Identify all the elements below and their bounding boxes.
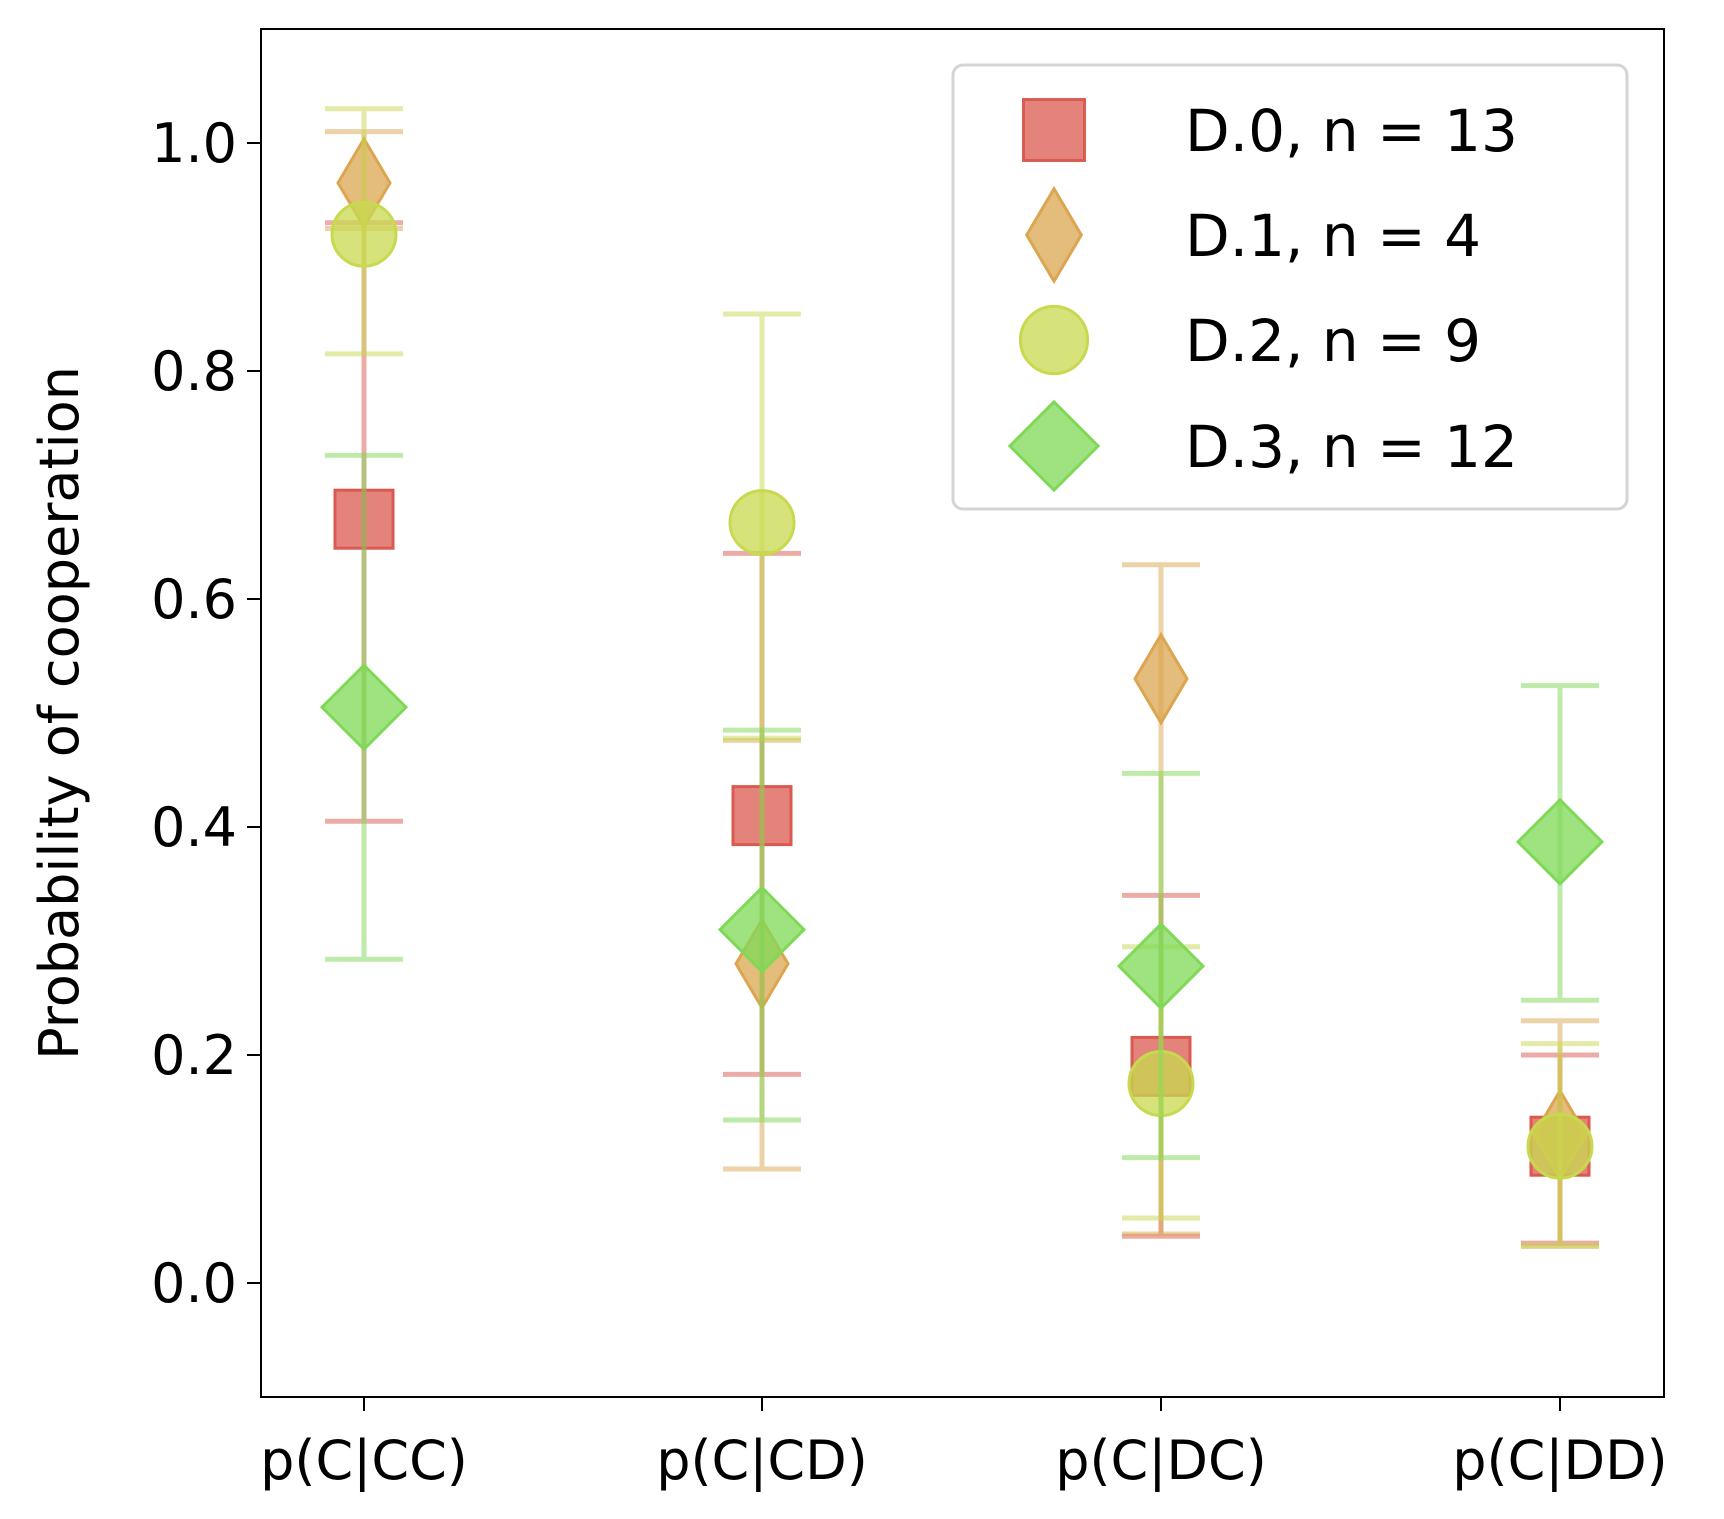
x-tick-label: p(C|DC) <box>1055 1429 1267 1492</box>
marker-thin-diamond <box>1133 631 1189 726</box>
legend-label: D.3, n = 12 <box>1185 413 1518 481</box>
marker-diamond <box>319 663 409 752</box>
y-axis: 0.0 0.2 0.4 0.6 0.8 1.0 <box>151 112 261 1315</box>
marker-thin-diamond <box>1024 185 1084 285</box>
marker-diamond <box>1116 921 1206 1011</box>
legend-frame <box>951 63 1629 511</box>
marker-diamond <box>717 885 807 974</box>
y-tick-label: 0.2 <box>151 1024 237 1087</box>
legend: D.0, n = 13 D.1, n = 4 D.2, n = 9 D.3, n = … <box>951 63 1629 511</box>
y-tick-label: 0.0 <box>151 1252 237 1315</box>
y-tick-label: 0.4 <box>151 796 237 859</box>
series-2 <box>325 106 1599 1248</box>
y-axis-label: Probability of cooperation <box>28 366 91 1060</box>
y-tick-label: 1.0 <box>151 112 237 175</box>
data-series <box>319 106 1605 1250</box>
x-tick-label: p(C|DD) <box>1452 1429 1667 1492</box>
marker-circle <box>728 489 796 557</box>
x-tick-label: p(C|CC) <box>260 1429 468 1492</box>
x-tick-label: p(C|CD) <box>656 1429 868 1492</box>
series-3 <box>319 452 1605 1161</box>
legend-label: D.2, n = 9 <box>1185 307 1481 375</box>
marker-circle <box>330 200 398 268</box>
plot-area-frame <box>260 28 1665 1398</box>
marker-diamond <box>1515 797 1605 886</box>
y-tick-label: 0.6 <box>151 568 237 631</box>
marker-circle <box>1526 1112 1594 1180</box>
marker-diamond <box>1007 399 1101 493</box>
legend-label: D.1, n = 4 <box>1185 202 1481 270</box>
marker-square <box>1022 98 1086 162</box>
y-tick-label: 0.8 <box>151 340 237 403</box>
marker-circle <box>1018 304 1090 376</box>
x-axis: p(C|CC) p(C|CD) p(C|DC) p(C|DD) <box>260 1397 1668 1492</box>
legend-label: D.0, n = 13 <box>1185 97 1518 165</box>
